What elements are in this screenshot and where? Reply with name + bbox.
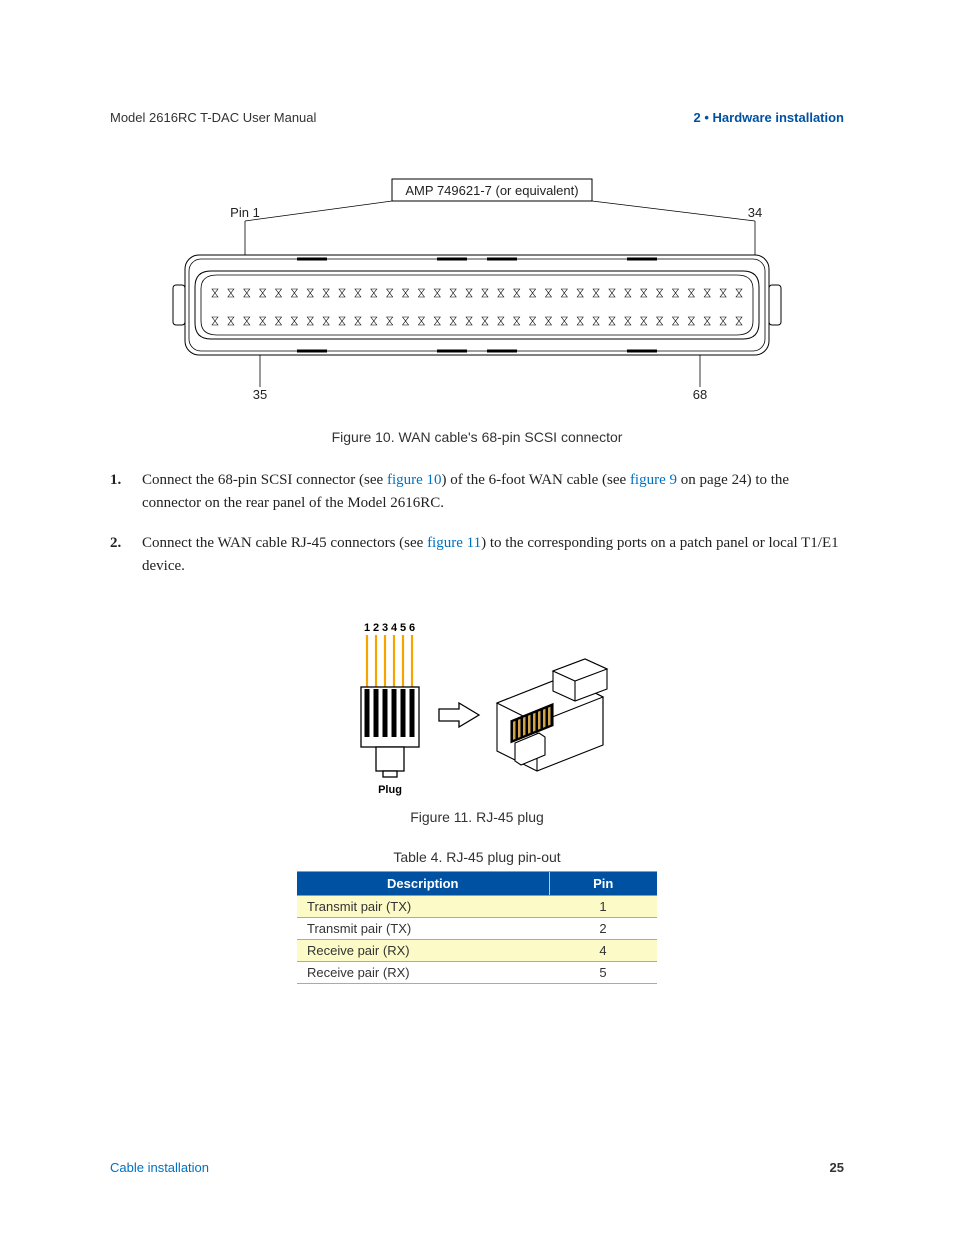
page-footer: Cable installation 25 bbox=[110, 1160, 844, 1175]
rj45-pin-number: 2 bbox=[373, 622, 379, 634]
col-header-description: Description bbox=[297, 872, 549, 896]
footer-section-link[interactable]: Cable installation bbox=[110, 1160, 209, 1175]
install-steps-list: 1. Connect the 68-pin SCSI connector (se… bbox=[110, 469, 844, 577]
rj45-pin-labels: 123456 bbox=[364, 622, 415, 634]
page-header: Model 2616RC T-DAC User Manual 2 • Hardw… bbox=[110, 110, 844, 125]
step-number: 1. bbox=[110, 469, 142, 514]
header-chapter-title: 2 • Hardware installation bbox=[694, 110, 844, 125]
figure10-caption: Figure 10. WAN cable's 68-pin SCSI conne… bbox=[110, 429, 844, 445]
cell-description: Transmit pair (TX) bbox=[297, 896, 549, 918]
arrow-icon bbox=[439, 703, 479, 727]
rj45-pin-number: 5 bbox=[400, 622, 406, 634]
page: Model 2616RC T-DAC User Manual 2 • Hardw… bbox=[0, 0, 954, 1235]
rj45-pin-number: 6 bbox=[409, 622, 415, 634]
pin1-label: Pin 1 bbox=[230, 205, 260, 220]
table-row: Transmit pair (TX)2 bbox=[297, 918, 657, 940]
rj45-pin-number: 1 bbox=[364, 622, 370, 634]
cell-pin: 4 bbox=[549, 940, 657, 962]
install-step: 1. Connect the 68-pin SCSI connector (se… bbox=[110, 469, 844, 514]
xref-figure11[interactable]: figure 11 bbox=[427, 535, 481, 551]
cell-pin: 1 bbox=[549, 896, 657, 918]
table-row: Transmit pair (TX)1 bbox=[297, 896, 657, 918]
scsi-shell bbox=[173, 255, 781, 355]
plug-label: Plug bbox=[378, 784, 402, 796]
cell-pin: 2 bbox=[549, 918, 657, 940]
pin34-label: 34 bbox=[748, 205, 762, 220]
footer-page-number: 25 bbox=[830, 1160, 844, 1175]
install-step: 2. Connect the WAN cable RJ-45 connector… bbox=[110, 532, 844, 577]
table4-title: Table 4. RJ-45 plug pin-out bbox=[110, 849, 844, 865]
table-row: Receive pair (RX)5 bbox=[297, 962, 657, 984]
cell-description: Receive pair (RX) bbox=[297, 962, 549, 984]
xref-figure10[interactable]: figure 10 bbox=[387, 472, 442, 488]
pin35-label: 35 bbox=[253, 387, 267, 402]
pin68-label: 68 bbox=[693, 387, 707, 402]
rj45-pin-number: 4 bbox=[391, 622, 398, 634]
amp-label-text: AMP 749621-7 (or equivalent) bbox=[405, 183, 578, 198]
scsi-connector-figure: AMP 749621-7 (or equivalent) Pin 1 34 35… bbox=[137, 175, 817, 423]
cell-pin: 5 bbox=[549, 962, 657, 984]
rj45-iso-plug bbox=[497, 659, 607, 771]
col-header-pin: Pin bbox=[549, 872, 657, 896]
step-body: Connect the WAN cable RJ-45 connectors (… bbox=[142, 532, 844, 577]
xref-figure9[interactable]: figure 9 bbox=[630, 472, 677, 488]
step-number: 2. bbox=[110, 532, 142, 577]
cell-description: Receive pair (RX) bbox=[297, 940, 549, 962]
step-body: Connect the 68-pin SCSI connector (see f… bbox=[142, 469, 844, 514]
rj45-plug-figure: 123456 Plug bbox=[327, 617, 627, 803]
rj45-front-plug bbox=[361, 687, 419, 777]
header-manual-title: Model 2616RC T-DAC User Manual bbox=[110, 110, 316, 125]
cell-description: Transmit pair (TX) bbox=[297, 918, 549, 940]
rj45-pinout-table: Description Pin Transmit pair (TX)1Trans… bbox=[297, 871, 657, 984]
table-row: Receive pair (RX)4 bbox=[297, 940, 657, 962]
rj45-pin-number: 3 bbox=[382, 622, 388, 634]
rj45-wires bbox=[367, 635, 412, 687]
figure11-caption: Figure 11. RJ-45 plug bbox=[110, 809, 844, 825]
